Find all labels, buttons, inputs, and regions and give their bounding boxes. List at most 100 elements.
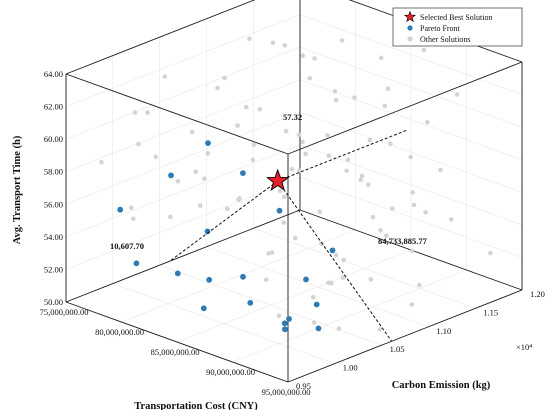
other-solution-point <box>281 220 287 225</box>
grid-line-z-left <box>65 144 301 238</box>
z-tick-label: 58.00 <box>44 167 63 177</box>
other-solution-point <box>128 205 134 210</box>
other-solution-point <box>131 216 136 222</box>
other-solution-point <box>339 38 345 43</box>
legend-star-icon <box>403 10 417 23</box>
legend-entry-other: Other Solutions <box>420 35 470 44</box>
other-solutions <box>99 36 493 332</box>
pareto-point <box>205 140 211 147</box>
z-tick-label: 52.00 <box>44 264 63 274</box>
other-solution-point <box>382 103 388 109</box>
other-solution-point <box>168 214 173 220</box>
other-solution-point <box>225 206 230 211</box>
other-solution-point <box>296 132 302 137</box>
box-edge <box>65 73 289 155</box>
pareto-point <box>282 326 288 333</box>
other-solution-point <box>378 228 383 233</box>
other-solution-point <box>368 277 374 282</box>
other-solution-point <box>162 74 168 79</box>
pareto-point <box>133 260 140 267</box>
guide-line-time <box>277 129 409 182</box>
other-solution-point <box>341 257 347 263</box>
other-solution-point <box>297 168 302 173</box>
y-tick-label: 1.00 <box>343 363 358 373</box>
pareto-point <box>240 273 246 280</box>
other-solution-point <box>269 250 275 255</box>
other-solution-point <box>202 176 207 181</box>
other-solution-point <box>136 141 141 147</box>
other-solution-point <box>352 95 357 100</box>
other-solution-point <box>384 233 389 238</box>
legend-entry-best: Selected Best Solution <box>420 13 492 22</box>
other-solution-point <box>270 40 276 46</box>
best-solution-star <box>266 168 290 191</box>
y-tick-label: 1.05 <box>390 344 405 354</box>
other-solution-point <box>333 98 339 103</box>
pareto-point <box>206 276 213 283</box>
x-tick-label: 95,000,000.00 <box>262 387 311 397</box>
other-solution-point <box>378 55 384 61</box>
other-solution-point <box>388 141 393 147</box>
other-solution-point <box>370 214 376 220</box>
pareto-point <box>200 305 207 312</box>
grid-line-x-floor <box>121 229 356 323</box>
other-solution-point <box>411 202 417 208</box>
box-edge <box>65 0 256 75</box>
box-edge <box>65 301 289 383</box>
other-solution-point <box>278 188 283 194</box>
z-tick-label: 50.00 <box>44 297 63 307</box>
box-edge <box>287 289 523 383</box>
pareto-point <box>174 270 181 277</box>
other-solution-point <box>263 277 269 283</box>
pareto-point <box>281 320 288 327</box>
z-tick-label: 62.00 <box>44 102 63 112</box>
pareto-point <box>315 325 322 332</box>
other-solution-point <box>332 89 338 94</box>
other-solution-point <box>300 53 306 58</box>
other-solution-point <box>215 85 220 91</box>
other-solution-point <box>197 203 203 208</box>
other-solution-point <box>145 110 150 115</box>
other-solution-point <box>438 167 443 173</box>
other-solution-point <box>251 142 257 147</box>
other-solution-point <box>247 36 252 41</box>
z-tick-label: 64.00 <box>44 69 63 79</box>
other-solution-point <box>175 178 181 184</box>
x-tick-label: 75,000,000.00 <box>40 307 89 317</box>
other-solution-point <box>417 282 422 288</box>
grid-line-z-left <box>65 79 301 172</box>
other-solution-point <box>344 168 349 174</box>
other-solution-point <box>423 210 428 215</box>
other-solution-point <box>317 209 323 214</box>
other-solution-point <box>390 206 395 211</box>
best-solution-guides <box>169 129 409 342</box>
grid-line-z-left <box>65 177 301 270</box>
pareto-point <box>204 228 211 235</box>
grid-line-z-left <box>65 112 301 205</box>
x-tick-label: 90,000,000.00 <box>206 367 255 377</box>
legend-pareto-icon <box>407 25 413 31</box>
pareto-point <box>303 276 309 283</box>
z-tick-label: 54.00 <box>44 232 63 242</box>
other-solution-point <box>300 139 305 145</box>
other-solution-point <box>377 327 383 332</box>
other-solution-point <box>454 92 460 97</box>
pareto-point <box>329 247 336 254</box>
legend-entry-pareto: Pareto Front <box>420 24 461 33</box>
other-solution-point <box>333 252 339 258</box>
box-edge <box>287 61 523 155</box>
other-solution-point <box>410 190 416 195</box>
other-solution-point <box>340 275 346 280</box>
annotation-time: 57.32 <box>283 112 302 122</box>
y-axis-label: Carbon Emission (kg) <box>392 380 491 391</box>
other-solution-point <box>319 241 324 247</box>
other-solution-point <box>244 104 249 110</box>
other-solution-point <box>205 151 211 156</box>
other-solution-point <box>307 76 313 81</box>
box-edge <box>65 209 301 303</box>
tick-labels: 50.00 52.00 54.00 56.00 58.00 60.00 62.00 64.00… <box>40 69 545 397</box>
pareto-point <box>286 316 292 322</box>
other-solution-point <box>235 123 240 128</box>
guide-line-cost <box>277 180 393 342</box>
